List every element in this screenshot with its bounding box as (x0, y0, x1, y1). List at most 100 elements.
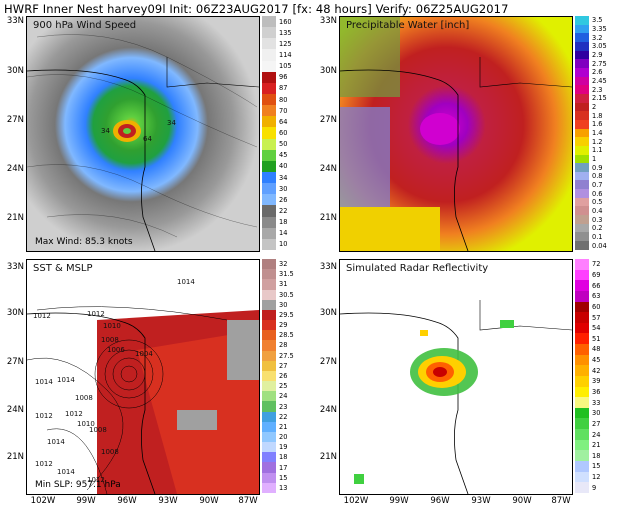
isobar-label: 1004 (135, 350, 153, 358)
pw-panel-title: Precipitable Water [inch] (346, 20, 470, 31)
sst-colorbar-tick: 28.5 (279, 331, 294, 340)
wind-colorbar-swatch (262, 127, 276, 139)
pw-colorbar-swatch (575, 232, 589, 242)
pw-colorbar-tick: 0.7 (592, 181, 603, 189)
wind-colorbar-tick: 45 (279, 151, 288, 160)
radar-colorbar-swatch (575, 407, 589, 419)
radar-colorbar-tick: 66 (592, 281, 601, 290)
lat-label: 27N (319, 357, 337, 367)
pw-colorbar-tick: 0.9 (592, 163, 603, 172)
radar-colorbar-swatch (575, 333, 589, 344)
sst-panel-title: SST & MSLP (33, 263, 93, 274)
radar-colorbar-swatch (575, 312, 589, 323)
sst-colorbar-swatch (262, 472, 276, 483)
radar-colorbar-swatch (575, 429, 589, 440)
isobar-label: 1012 (87, 310, 105, 318)
radar-colorbar-swatch (575, 365, 589, 376)
sst-colorbar-tick: 29 (279, 321, 288, 330)
radar-map (340, 260, 572, 494)
wind-colorbar-swatch (262, 149, 276, 161)
pw-colorbar-swatch (575, 67, 589, 77)
wind-colorbar-swatch (262, 16, 276, 28)
sst-colorbar (262, 259, 276, 493)
radar-colorbar-tick: 24 (592, 430, 601, 439)
isobar-label: 1008 (75, 394, 93, 402)
sst-colorbar-tick: 31 (279, 280, 288, 289)
wind-colorbar-tick: 87 (279, 84, 288, 93)
pw-colorbar-swatch (575, 145, 589, 155)
sst-colorbar-tick: 22 (279, 412, 288, 421)
sst-colorbar-swatch (262, 360, 276, 371)
wind-colorbar-tick: 22 (279, 207, 288, 215)
radar-colorbar-swatch (575, 375, 589, 387)
sst-colorbar-swatch (262, 269, 276, 280)
lat-label: 21N (6, 452, 24, 462)
wind-speed-panel: 34 64 34 900 hPa Wind Speed Max Wind: 85… (26, 16, 260, 252)
sst-colorbar-tick: 28 (279, 341, 288, 350)
pw-colorbar-swatch (575, 119, 589, 129)
radar-colorbar-tick: 54 (592, 324, 601, 333)
min-slp-label: Min SLP: 957.1 hPa (35, 480, 121, 490)
radar-colorbar-tick: 45 (592, 356, 601, 365)
radar-colorbar-tick: 30 (592, 409, 601, 418)
lat-label: 30N (319, 66, 337, 76)
radar-colorbar-tick: 15 (592, 462, 601, 471)
wind-colorbar-swatch (262, 49, 276, 61)
isobar-label: 1008 (89, 426, 107, 434)
pw-colorbar-tick: 0.2 (592, 224, 603, 233)
pw-colorbar-swatch (575, 154, 589, 164)
sst-colorbar-swatch (262, 401, 276, 412)
wind-colorbar-tick: 50 (279, 140, 288, 149)
radar-panel: Simulated Radar Reflectivity (339, 259, 573, 495)
pw-colorbar-swatch (575, 102, 589, 112)
pw-colorbar-swatch (575, 197, 589, 207)
pw-colorbar-tick: 0.4 (592, 207, 603, 215)
lat-label: 21N (6, 213, 24, 223)
sst-colorbar-swatch (262, 370, 276, 382)
lat-label: 27N (319, 115, 337, 125)
pw-colorbar-swatch (575, 206, 589, 216)
radar-colorbar-tick: 12 (592, 473, 601, 482)
isobar-label: 1010 (103, 322, 121, 330)
pw-colorbar-swatch (575, 241, 589, 250)
pw-colorbar-tick: 1.8 (592, 111, 603, 120)
isobar-label: 1008 (101, 448, 119, 456)
pw-colorbar-swatch (575, 16, 589, 25)
sst-colorbar-tick: 29.5 (279, 310, 294, 319)
wind-colorbar-swatch (262, 138, 276, 150)
lon-label: 96W (430, 496, 450, 506)
pw-colorbar-swatch (575, 50, 589, 60)
sst-colorbar-swatch (262, 462, 276, 473)
pw-colorbar-tick: 1.4 (592, 129, 603, 137)
radar-colorbar-tick: 27 (592, 419, 601, 428)
pw-colorbar-swatch (575, 215, 589, 224)
wind-colorbar-tick: 10 (279, 240, 288, 249)
wind-colorbar-tick: 96 (279, 73, 288, 82)
lat-label: 33N (6, 16, 24, 26)
pw-colorbar-tick: 1.1 (592, 146, 603, 155)
sst-colorbar-tick: 15 (279, 473, 288, 482)
radar-colorbar-tick: 60 (592, 302, 601, 311)
pw-colorbar-tick: 3.05 (592, 42, 607, 51)
pw-colorbar-tick: 2.9 (592, 51, 603, 59)
pw-colorbar-swatch (575, 128, 589, 138)
figure-header: HWRF Inner Nest harvey09l Init: 06Z23AUG… (4, 2, 509, 16)
sst-colorbar-tick: 31.5 (279, 270, 294, 279)
pw-colorbar-tick: 0.3 (592, 215, 603, 224)
isobar-label: 1012 (35, 460, 53, 468)
lat-label: 24N (6, 164, 24, 174)
pw-colorbar-tick: 0.6 (592, 189, 603, 198)
sst-colorbar-swatch (262, 482, 276, 493)
lat-label: 21N (319, 213, 337, 223)
isobar-label: 1008 (101, 336, 119, 344)
radar-colorbar-swatch (575, 397, 589, 408)
wind-colorbar-tick: 34 (279, 173, 288, 182)
sst-colorbar-swatch (262, 309, 276, 321)
lat-label: 24N (319, 405, 337, 415)
wind-colorbar-swatch (262, 194, 276, 206)
wind-colorbar-swatch (262, 93, 276, 106)
sst-colorbar-tick: 27.5 (279, 351, 294, 360)
radar-colorbar-swatch (575, 259, 589, 270)
sst-colorbar-swatch (262, 340, 276, 351)
lat-label: 27N (6, 357, 24, 367)
